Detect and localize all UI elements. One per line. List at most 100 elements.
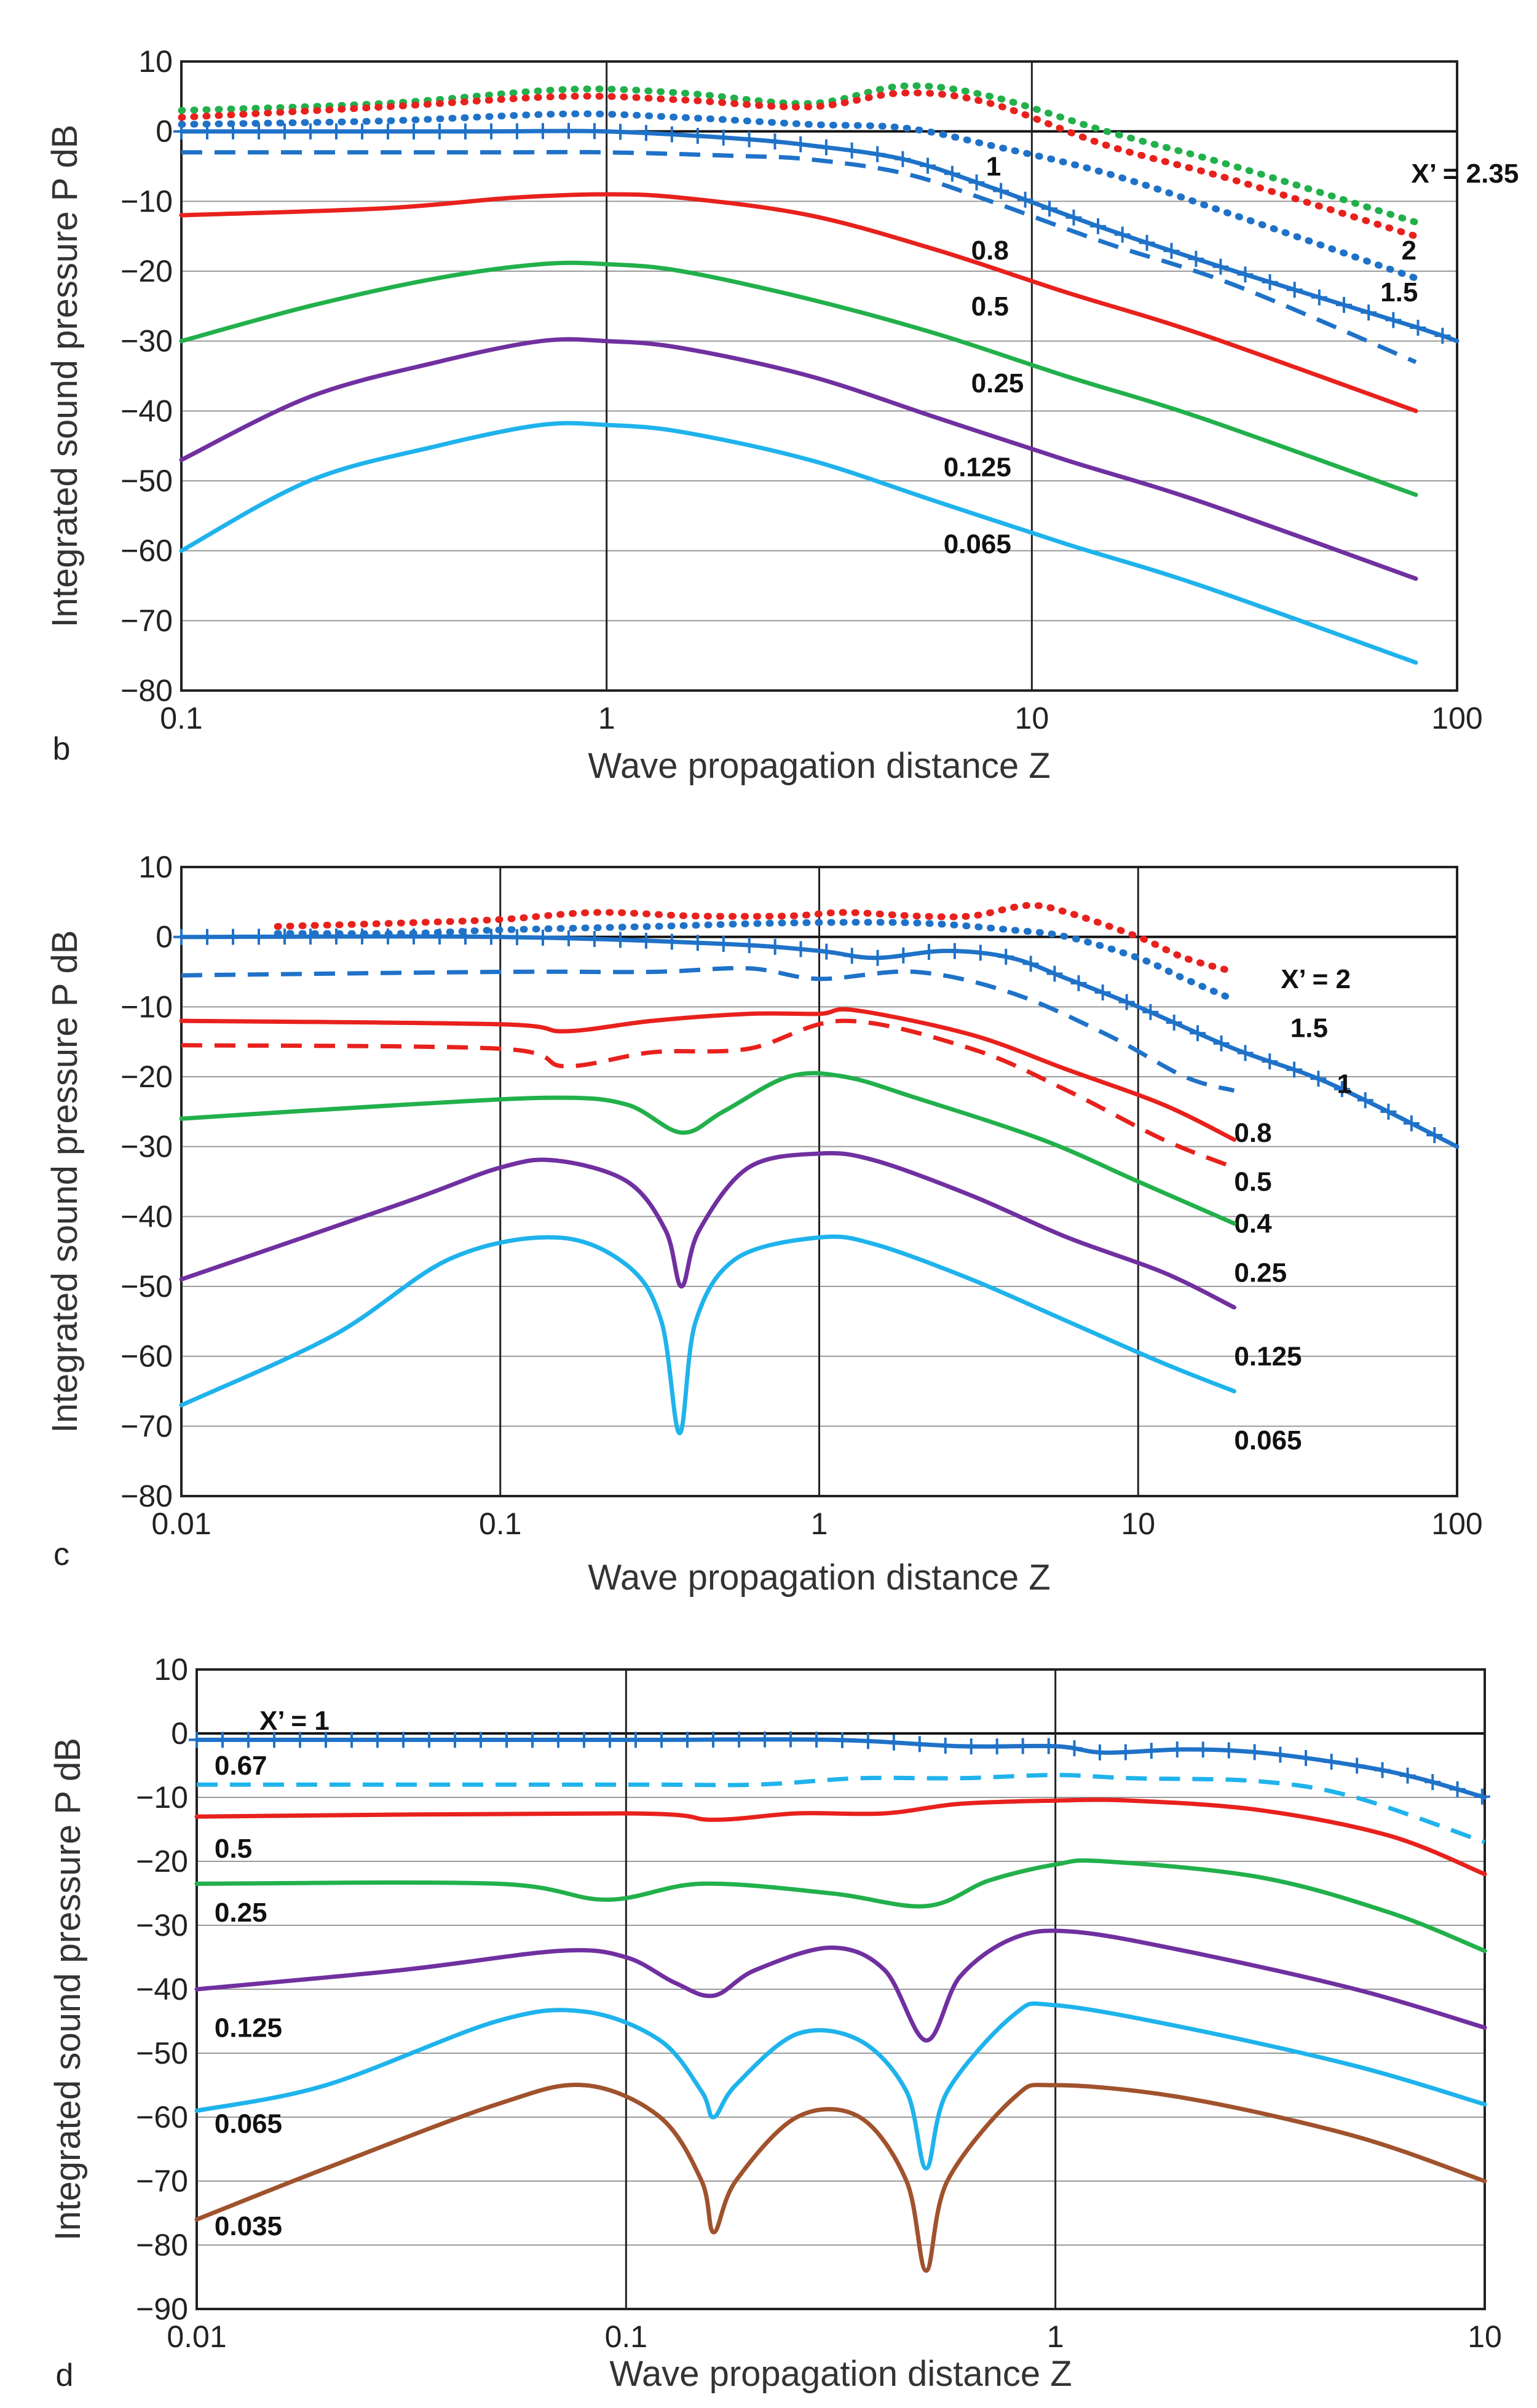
series-label: 0.25: [971, 368, 1024, 398]
cross-marker: [1323, 1753, 1340, 1770]
cross-marker: [447, 1732, 463, 1748]
y-tick-label: −80: [121, 673, 173, 708]
cross-marker: [1190, 1025, 1206, 1042]
series-line-0-67: [196, 1773, 1486, 1845]
cross-marker: [1272, 1746, 1289, 1763]
cross-marker: [225, 929, 241, 945]
cross-marker: [1022, 956, 1039, 972]
series-line-0-125: [194, 1928, 1487, 2043]
cross-marker: [508, 929, 525, 946]
cross-marker: [1220, 1742, 1237, 1759]
cross-marker: [895, 947, 912, 964]
cross-marker: [380, 123, 396, 140]
cross-marker: [1349, 1757, 1365, 1774]
y-tick-label: −40: [121, 394, 173, 428]
cross-marker: [586, 123, 603, 140]
series-line-0-8: [181, 149, 1417, 365]
x-tick-label: 1: [811, 1507, 828, 1541]
cross-marker: [919, 157, 936, 174]
series-label: 0.035: [215, 2211, 282, 2241]
cross-marker: [1195, 1741, 1211, 1758]
cross-marker: [576, 1732, 592, 1748]
cross-marker: [1311, 289, 1327, 306]
y-tick-label: −70: [136, 2164, 188, 2198]
cross-marker: [612, 124, 628, 140]
y-tick-label: −70: [121, 603, 173, 638]
panel-d: 10 0 −10 −20 −30 −40 −50 −60 −70 −80 −900.01 0.1 1 10…: [48, 1652, 1502, 2394]
cross-marker: [524, 1732, 540, 1748]
cross-marker: [432, 123, 448, 140]
cross-marker: [431, 928, 448, 945]
cross-marker: [173, 123, 189, 140]
cross-marker: [1143, 1743, 1160, 1759]
cross-marker: [1090, 218, 1107, 234]
cross-marker: [1286, 282, 1303, 298]
cross-marker: [715, 129, 732, 146]
y-tick-label: −60: [136, 2100, 188, 2134]
cross-marker: [911, 1736, 928, 1753]
cross-marker: [767, 133, 783, 150]
cross-marker: [250, 929, 267, 945]
cross-marker: [663, 933, 680, 950]
cross-marker: [1065, 209, 1082, 226]
cross-marker: [509, 123, 525, 140]
series-label: 0.8: [971, 236, 1009, 266]
y-tick-label: −10: [121, 989, 173, 1024]
cross-marker: [1188, 250, 1204, 267]
cross-marker: [885, 1734, 902, 1751]
cross-marker: [1262, 274, 1278, 290]
plot-frame: [180, 866, 1458, 1497]
cross-marker: [844, 142, 860, 159]
x-tick-label: 100: [1431, 701, 1482, 735]
cross-marker: [318, 1732, 334, 1748]
series-label: 0.67: [215, 1751, 267, 1781]
cross-marker: [1212, 258, 1229, 275]
x-tick-label: 10: [1015, 701, 1049, 735]
panel-c: 100−10−20−30−40−50−60−70−800.01 0.1 1 10 100…: [45, 850, 1483, 1598]
cross-marker: [944, 165, 960, 182]
cross-marker: [534, 123, 551, 140]
cross-marker: [251, 123, 267, 140]
cross-marker: [534, 929, 551, 946]
cross-marker: [1118, 994, 1135, 1010]
x-tick-label: 1: [1047, 2319, 1064, 2354]
series-label: 0.5: [971, 291, 1009, 322]
series-label: 0.125: [1234, 1342, 1302, 1372]
x-tick-label: 10: [1121, 1507, 1155, 1541]
cross-marker: [1262, 1053, 1278, 1070]
cross-marker: [869, 146, 886, 162]
cross-marker: [1426, 1127, 1443, 1144]
series-label: 1.5: [1380, 277, 1418, 307]
x-tick-label: 0.1: [479, 1507, 522, 1541]
cross-marker: [968, 174, 985, 191]
cross-marker: [266, 1732, 282, 1748]
cross-marker: [1142, 1004, 1159, 1020]
cross-marker: [602, 1732, 618, 1748]
y-tick-label: −30: [136, 1908, 188, 1943]
y-tick-label: −20: [136, 1844, 188, 1879]
cross-marker: [328, 928, 344, 945]
cross-marker: [302, 123, 318, 140]
series-label: 0.125: [215, 2013, 282, 2043]
series-line-X-2: [274, 901, 1238, 975]
x-tick-label: 10: [1468, 2319, 1502, 2354]
cross-marker: [1066, 1740, 1083, 1757]
series-line-0-5: [194, 1797, 1487, 1877]
cross-marker: [741, 937, 757, 954]
cross-marker: [989, 1738, 1005, 1755]
y-axis-label: Integrated sound pressure P dB: [45, 930, 85, 1433]
cross-marker: [869, 949, 886, 966]
cross-marker: [1094, 984, 1111, 1001]
cross-marker: [215, 1732, 231, 1748]
cross-marker: [1041, 200, 1058, 217]
cross-marker: [1046, 965, 1063, 982]
cross-marker: [972, 945, 989, 961]
series-line-0-065: [179, 421, 1418, 665]
series-line-2: [178, 89, 1420, 240]
y-tick-label: 0: [156, 920, 173, 954]
cross-marker: [1361, 304, 1377, 321]
cross-marker: [199, 929, 215, 945]
cross-marker: [679, 1732, 695, 1748]
cross-marker: [1385, 312, 1402, 328]
